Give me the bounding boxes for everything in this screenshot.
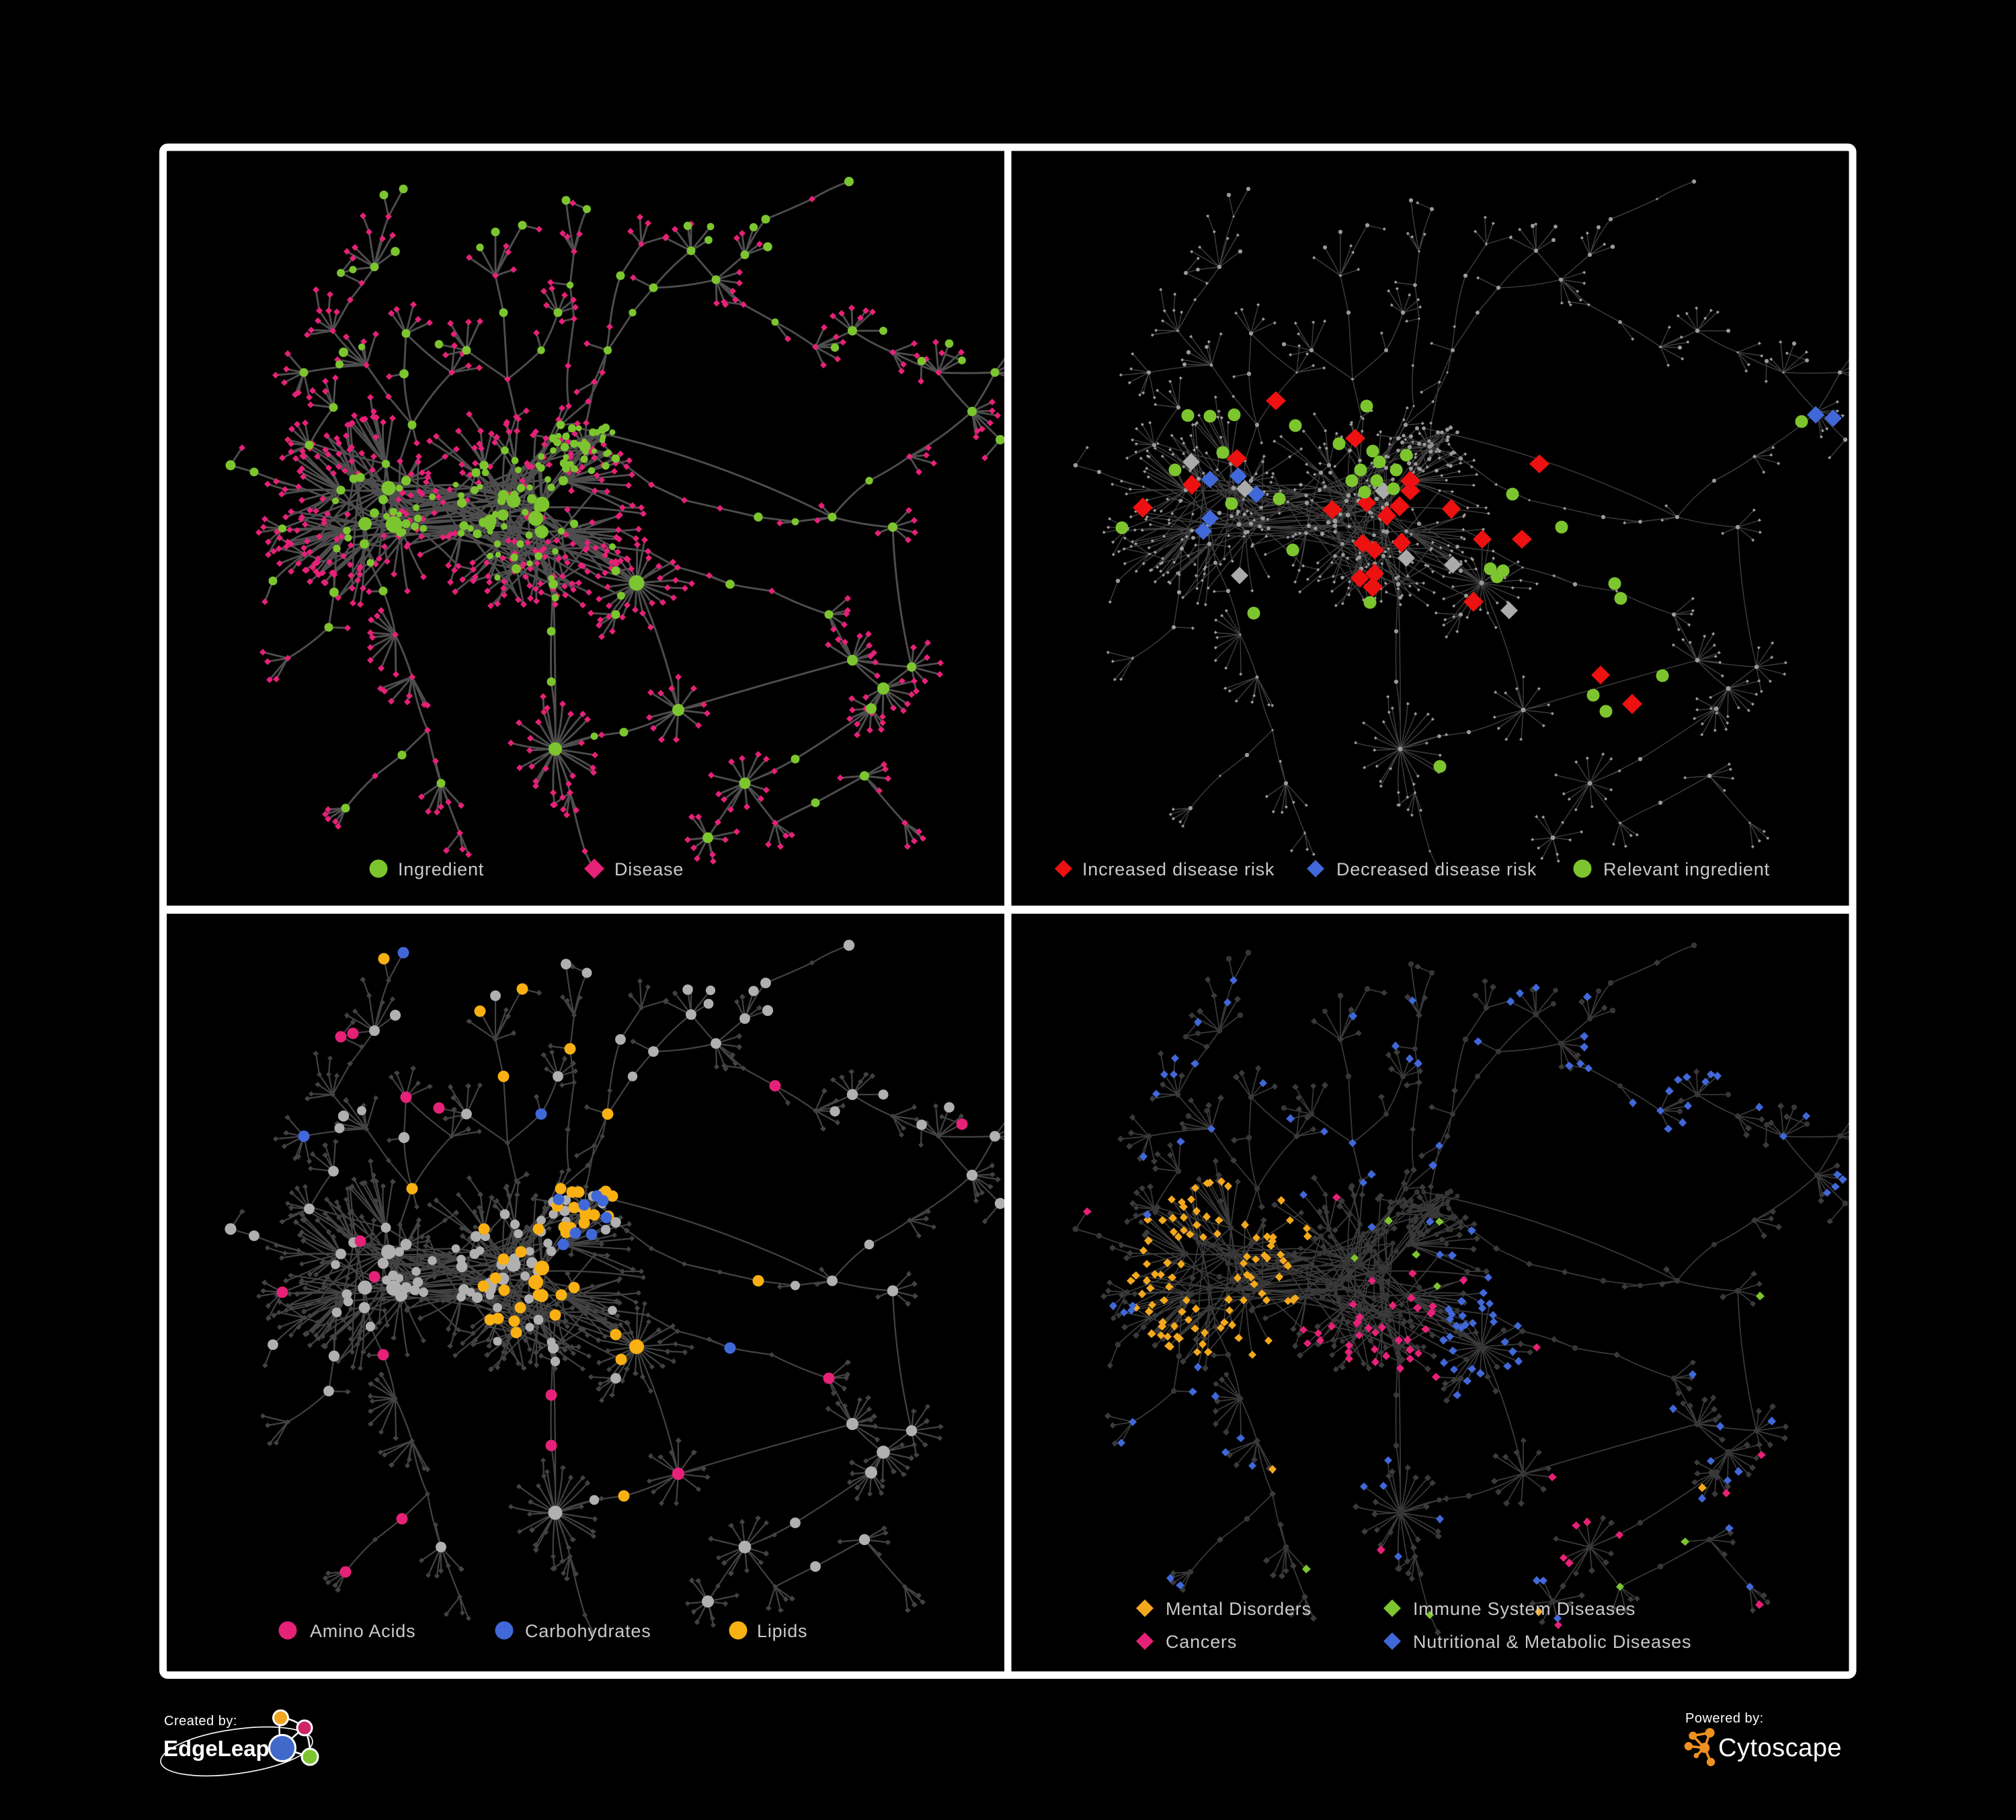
svg-text:Increased disease risk: Increased disease risk: [1082, 859, 1275, 879]
svg-text:Disease: Disease: [614, 859, 684, 879]
svg-text:Created by:: Created by:: [164, 1714, 237, 1729]
svg-text:Cancers: Cancers: [1166, 1632, 1237, 1652]
svg-text:Nutritional & Metabolic Diseas: Nutritional & Metabolic Diseases: [1413, 1632, 1691, 1652]
svg-text:Decreased disease risk: Decreased disease risk: [1336, 859, 1537, 879]
svg-text:Powered by:: Powered by:: [1685, 1711, 1764, 1726]
svg-text:Mental Disorders: Mental Disorders: [1166, 1599, 1312, 1619]
svg-text:Lipids: Lipids: [757, 1621, 807, 1641]
svg-text:Ingredient: Ingredient: [398, 859, 484, 879]
svg-text:Immune System Diseases: Immune System Diseases: [1413, 1599, 1636, 1619]
svg-text:Relevant ingredient: Relevant ingredient: [1603, 859, 1770, 879]
svg-text:EdgeLeap: EdgeLeap: [163, 1736, 270, 1761]
svg-text:Amino Acids: Amino Acids: [310, 1621, 415, 1641]
svg-text:Carbohydrates: Carbohydrates: [525, 1621, 651, 1641]
svg-text:Cytoscape: Cytoscape: [1718, 1734, 1842, 1762]
